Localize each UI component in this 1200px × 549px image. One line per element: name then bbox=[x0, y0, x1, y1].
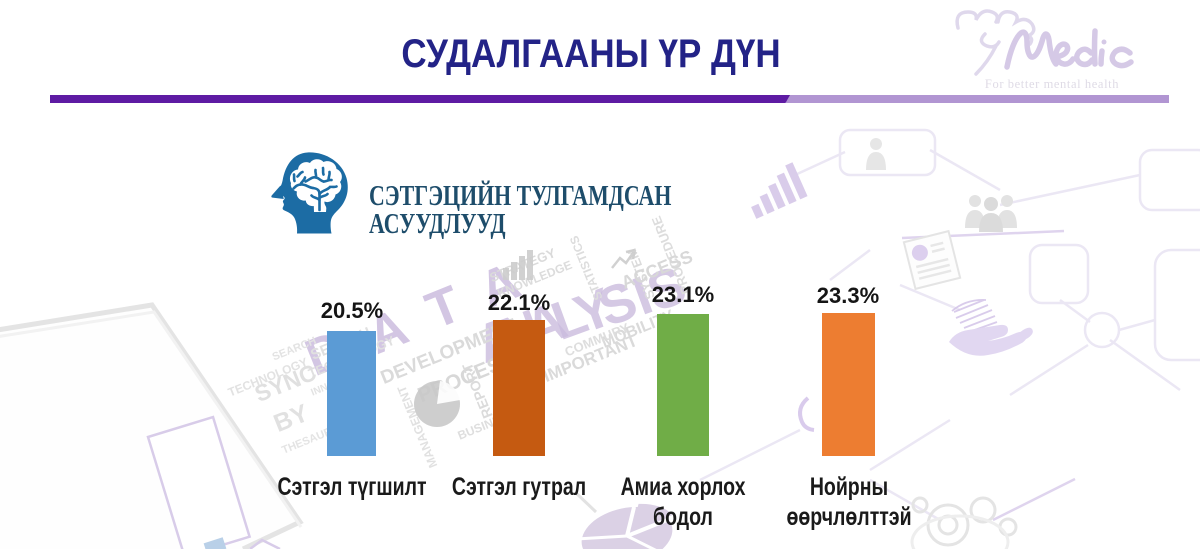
svg-text:BY: BY bbox=[270, 399, 313, 438]
